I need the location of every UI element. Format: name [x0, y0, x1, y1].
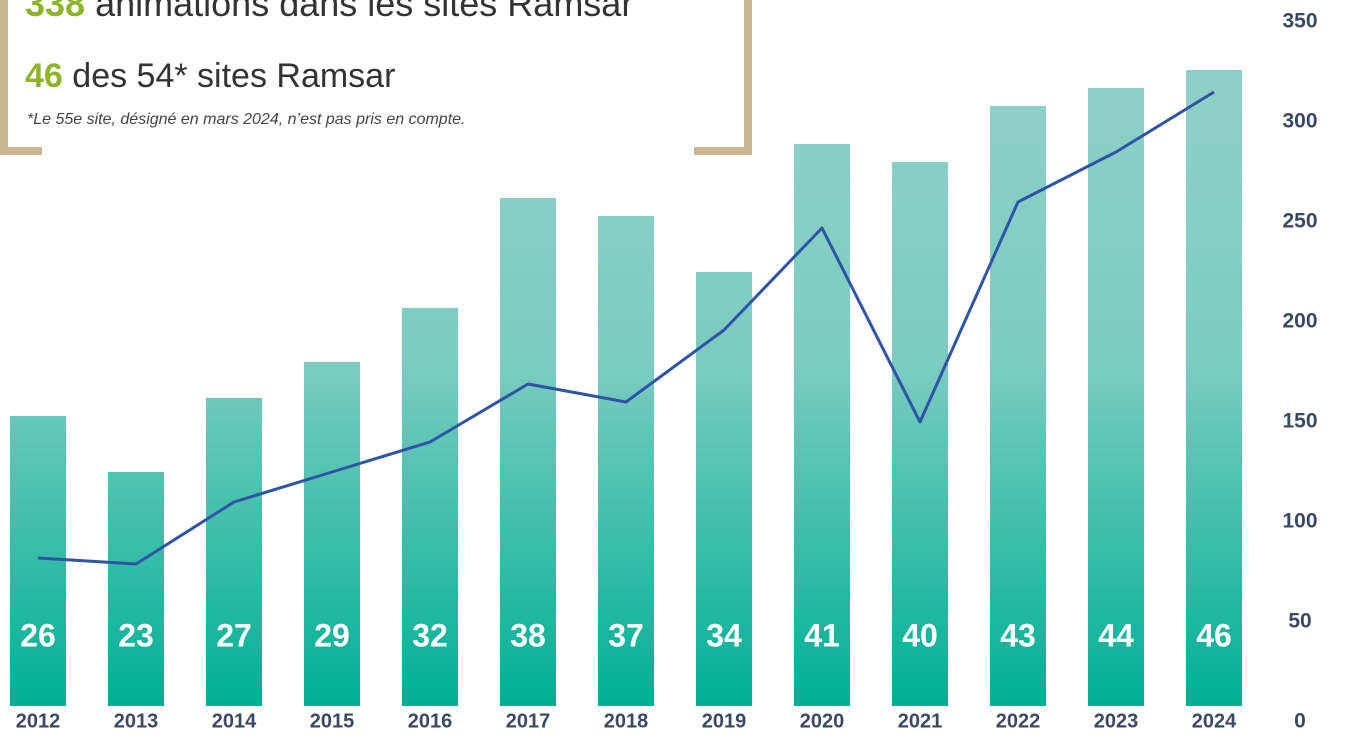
- bar-label: 43: [1000, 617, 1036, 653]
- bar: [1088, 88, 1144, 706]
- y-tick-label: 300: [1282, 110, 1317, 133]
- bar-label: 38: [510, 617, 546, 653]
- y-tick-label: 0: [1294, 710, 1306, 733]
- bar: [108, 472, 164, 706]
- bar-label: 46: [1196, 617, 1232, 653]
- x-tick-label: 2016: [408, 710, 453, 732]
- bar-label: 37: [608, 617, 644, 653]
- bar: [1186, 70, 1242, 706]
- bar-label: 26: [20, 617, 56, 653]
- x-tick-label: 2019: [702, 710, 747, 732]
- x-tick-label: 2014: [212, 710, 257, 732]
- box-border: [694, 147, 752, 155]
- y-tick-label: 100: [1282, 510, 1317, 533]
- footnote: *Le 55e site, désigné en mars 2024, n’es…: [27, 111, 465, 128]
- bar-label: 44: [1098, 617, 1134, 653]
- x-tick-label: 2024: [1192, 710, 1237, 732]
- x-tick-label: 2017: [506, 710, 551, 732]
- y-tick-label: 250: [1282, 210, 1317, 233]
- chart: 0 50 100 150 200 250 300 350 26 23 27 29 32 38 37 34 41 4…: [0, 0, 1348, 740]
- bar-label: 32: [412, 617, 448, 653]
- bar: [10, 416, 66, 706]
- y-tick-label: 50: [1288, 610, 1311, 633]
- x-tick-label: 2013: [114, 710, 159, 732]
- x-tick-label: 2012: [16, 710, 61, 732]
- y-tick-label: 350: [1282, 10, 1317, 33]
- bar-label: 34: [706, 617, 742, 653]
- x-tick-label: 2023: [1094, 710, 1139, 732]
- headline-1: 338 animations dans les sites Ramsar: [25, 0, 633, 24]
- y-tick-label: 150: [1282, 410, 1317, 433]
- box-border: [744, 0, 752, 155]
- bar-label: 23: [118, 617, 154, 653]
- x-tick-label: 2020: [800, 710, 845, 732]
- x-tick-label: 2018: [604, 710, 649, 732]
- bar-label: 29: [314, 617, 350, 653]
- bar-label: 27: [216, 617, 252, 653]
- x-tick-label: 2015: [310, 710, 355, 732]
- bars: [10, 70, 1242, 706]
- bar: [304, 362, 360, 706]
- box-border: [0, 147, 42, 155]
- x-tick-label: 2022: [996, 710, 1041, 732]
- headline-2: 46 des 54* sites Ramsar: [25, 57, 395, 95]
- bar: [206, 398, 262, 706]
- box-border: [0, 0, 8, 155]
- page: 0 50 100 150 200 250 300 350 26 23 27 29 32 38 37 34 41 4…: [0, 0, 1348, 740]
- bar-label: 41: [804, 617, 840, 653]
- bar: [990, 106, 1046, 706]
- bar-label: 40: [902, 617, 938, 653]
- x-tick-label: 2021: [898, 710, 943, 732]
- y-tick-label: 200: [1282, 310, 1317, 333]
